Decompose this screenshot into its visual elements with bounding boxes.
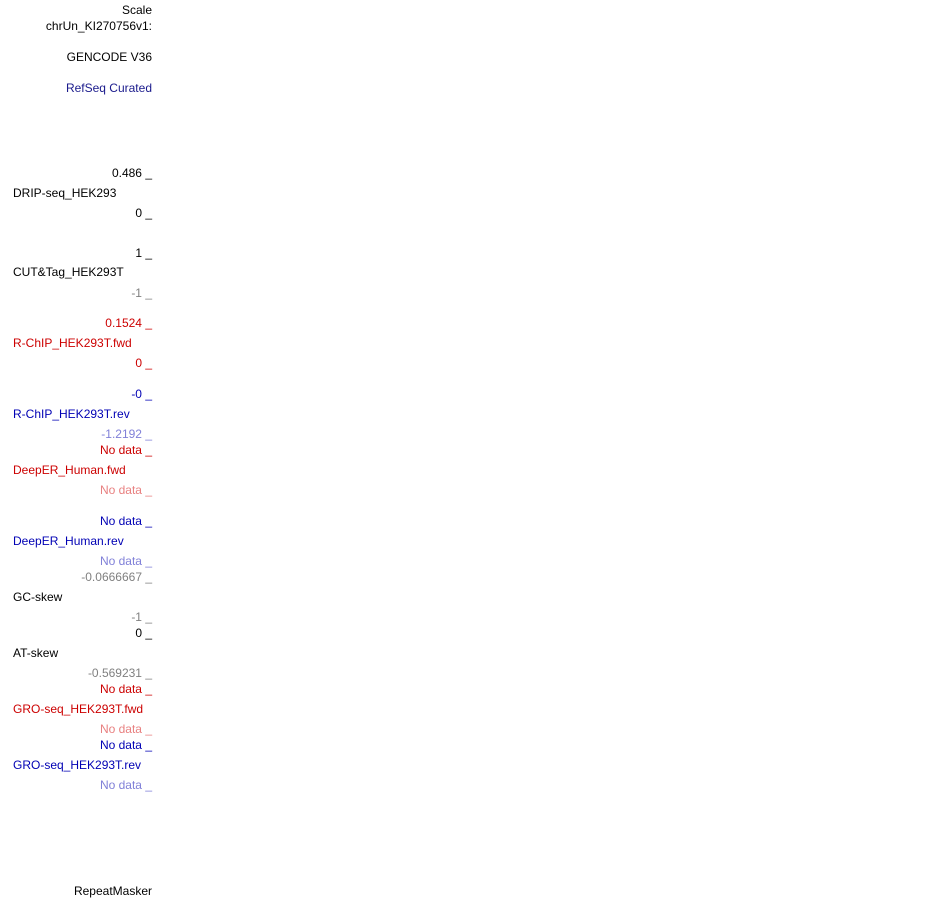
axis-max-label: -0 _ <box>131 387 152 401</box>
track-label[interactable]: GC-skew <box>13 590 63 604</box>
track-label[interactable]: RepeatMasker <box>73 884 152 898</box>
axis-max-label: 0.486 _ <box>111 166 152 180</box>
axis-min-label: No data _ <box>99 483 152 497</box>
track-label[interactable]: DeepER_Human.fwd <box>13 463 126 477</box>
track-label[interactable]: GENCODE V36 <box>66 50 152 64</box>
axis-min-label: No data _ <box>99 554 152 568</box>
axis-max-label: 1 _ <box>135 246 152 260</box>
axis-max-label: -0.0666667 _ <box>81 570 152 584</box>
track-label[interactable]: GRO-seq_HEK293T.rev <box>13 758 142 772</box>
axis-min-label: -0.569231 _ <box>87 666 152 680</box>
axis-max-label: No data _ <box>99 514 152 528</box>
axis-max-label: No data _ <box>99 682 152 696</box>
track-label[interactable]: GRO-seq_HEK293T.fwd <box>13 702 144 716</box>
track-label[interactable]: CUT&Tag_HEK293T <box>13 265 124 279</box>
track-label[interactable]: R-ChIP_HEK293T.rev <box>13 407 130 421</box>
track-label[interactable]: DeepER_Human.rev <box>13 534 124 548</box>
track-label[interactable]: R-ChIP_HEK293T.fwd <box>13 336 132 350</box>
position-label: chrUn_KI270756v1: <box>45 19 152 33</box>
axis-max-label: 0.1524 _ <box>105 316 152 330</box>
axis-max-label: No data _ <box>99 443 152 457</box>
track-label[interactable]: AT-skew <box>13 646 59 660</box>
axis-min-label: 0 _ <box>135 356 152 370</box>
axis-min-label: No data _ <box>99 722 152 736</box>
axis-min-label: No data _ <box>99 778 152 792</box>
track-label[interactable]: RefSeq Curated <box>65 81 152 95</box>
axis-min-label: -1 _ <box>131 286 152 300</box>
scale-label: Scale <box>121 3 152 17</box>
axis-max-label: No data _ <box>99 738 152 752</box>
axis-max-label: 0 _ <box>135 626 152 640</box>
axis-min-label: -1 _ <box>131 610 152 624</box>
axis-min-label: -1.2192 _ <box>101 427 152 441</box>
axis-min-label: 0 _ <box>135 206 152 220</box>
track-label[interactable]: DRIP-seq_HEK293 <box>13 186 117 200</box>
